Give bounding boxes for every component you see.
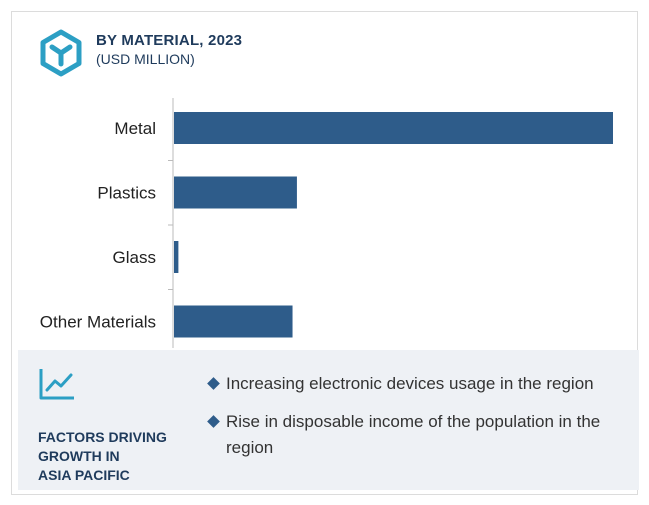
bar-plastics (174, 176, 297, 209)
category-label: Other Materials (40, 313, 156, 332)
factors-panel: FACTORS DRIVING GROWTH IN ASIA PACIFIC I… (18, 350, 639, 490)
chart-title: BY MATERIAL, 2023 (96, 32, 243, 49)
diamond-bullet-icon (207, 377, 220, 390)
trend-line-icon (39, 369, 74, 400)
factors-heading: FACTORS DRIVING GROWTH IN ASIA PACIFIC (38, 428, 167, 485)
factors-heading-line: ASIA PACIFIC (38, 467, 130, 483)
bar-chart: Metal Plastics Glass Other Materials (40, 98, 613, 348)
category-label: Glass (113, 248, 156, 267)
factors-list: Increasing electronic devices usage in t… (207, 371, 628, 473)
factors-heading-line: GROWTH IN (38, 448, 120, 464)
category-label: Metal (114, 119, 156, 138)
bar-other-materials (174, 305, 293, 338)
factor-text: Rise in disposable income of the populat… (226, 412, 601, 457)
bar-metal (174, 112, 613, 144)
chart-card: BY MATERIAL, 2023 (USD MILLION) Metal Pla… (11, 11, 639, 495)
cube-outline-icon (40, 29, 82, 77)
factors-heading-line: FACTORS DRIVING (38, 429, 167, 445)
factor-item: Rise in disposable income of the populat… (207, 409, 628, 461)
factor-text: Increasing electronic devices usage in t… (226, 374, 594, 393)
diamond-bullet-icon (207, 415, 220, 428)
bar-glass (174, 241, 179, 273)
category-label: Plastics (97, 184, 156, 203)
factor-item: Increasing electronic devices usage in t… (207, 371, 628, 397)
chart-subtitle: (USD MILLION) (96, 51, 195, 67)
